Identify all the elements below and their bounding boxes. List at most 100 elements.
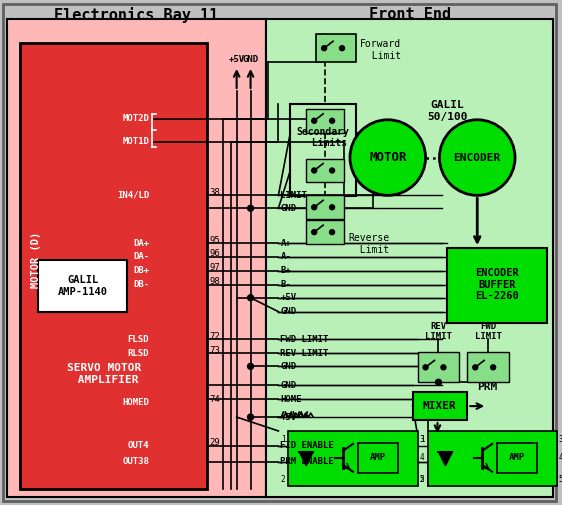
Bar — [38, 260, 127, 312]
Bar — [291, 104, 356, 196]
Circle shape — [248, 205, 253, 211]
Bar — [306, 159, 344, 182]
Text: MOTOR (D): MOTOR (D) — [31, 232, 41, 288]
Text: LIMIT: LIMIT — [280, 191, 307, 200]
Text: 1: 1 — [420, 435, 424, 444]
Circle shape — [312, 118, 316, 123]
Text: HOMED: HOMED — [123, 397, 149, 407]
Text: AMP: AMP — [509, 453, 525, 462]
Bar — [288, 431, 418, 486]
Circle shape — [312, 168, 316, 173]
Text: IN4/LD: IN4/LD — [117, 191, 149, 200]
Text: GND: GND — [280, 204, 297, 213]
Circle shape — [248, 414, 253, 420]
Text: 96: 96 — [210, 249, 220, 259]
Bar — [413, 392, 468, 420]
Text: 3: 3 — [559, 435, 562, 444]
Polygon shape — [438, 452, 452, 466]
Text: DB+: DB+ — [133, 267, 149, 275]
Bar — [418, 352, 459, 382]
Text: ENCODER: ENCODER — [454, 153, 501, 163]
Text: 29: 29 — [210, 438, 220, 447]
Text: PRM: PRM — [477, 382, 497, 392]
Bar — [497, 443, 537, 473]
Circle shape — [441, 365, 446, 370]
Text: B-: B- — [280, 280, 291, 289]
Circle shape — [473, 365, 478, 370]
Text: 4: 4 — [559, 453, 562, 462]
Circle shape — [436, 379, 442, 385]
Text: 2: 2 — [420, 475, 424, 484]
Text: 72: 72 — [210, 332, 220, 341]
Text: 2: 2 — [281, 475, 285, 484]
Bar — [266, 19, 553, 496]
Text: HOME: HOME — [280, 394, 302, 403]
Circle shape — [439, 120, 515, 195]
Bar — [20, 43, 207, 489]
Circle shape — [321, 45, 327, 50]
Text: Reverse
  Limit: Reverse Limit — [348, 233, 389, 255]
Bar — [447, 248, 547, 323]
Circle shape — [329, 118, 334, 123]
Text: ENCODER
BUFFER
EL-2260: ENCODER BUFFER EL-2260 — [475, 268, 519, 301]
Text: 5: 5 — [420, 475, 424, 484]
Circle shape — [312, 230, 316, 235]
Bar — [7, 19, 266, 496]
Text: GALIL
50/100: GALIL 50/100 — [427, 100, 468, 122]
Bar — [306, 109, 344, 133]
Text: 98: 98 — [210, 277, 220, 286]
Text: GND: GND — [280, 381, 297, 390]
Text: MOTOR: MOTOR — [369, 151, 406, 164]
Text: 95: 95 — [210, 235, 220, 244]
Circle shape — [491, 365, 496, 370]
Text: 73: 73 — [210, 346, 220, 355]
Text: GND: GND — [280, 362, 297, 371]
Text: GND: GND — [242, 55, 259, 64]
Text: DA-: DA- — [133, 252, 149, 262]
Text: AMP: AMP — [370, 453, 386, 462]
Bar — [428, 431, 557, 486]
Text: 38: 38 — [210, 188, 220, 197]
Text: MOT2D: MOT2D — [123, 114, 149, 123]
Text: DB-: DB- — [133, 280, 149, 289]
Text: PRM ENABLE: PRM ENABLE — [280, 458, 334, 466]
Text: Electronics Bay 11: Electronics Bay 11 — [54, 8, 219, 23]
Text: MOT1D: MOT1D — [123, 137, 149, 146]
Text: GND: GND — [280, 307, 297, 316]
Bar — [306, 220, 344, 244]
Text: Forward
  Limit: Forward Limit — [360, 39, 401, 61]
Text: FWD
LIMIT: FWD LIMIT — [475, 322, 502, 341]
Bar — [316, 34, 356, 62]
Text: 4: 4 — [420, 453, 424, 462]
Text: FID ENABLE: FID ENABLE — [280, 441, 334, 450]
Text: 1: 1 — [281, 435, 285, 444]
Text: +5V: +5V — [280, 413, 297, 422]
Bar — [358, 443, 398, 473]
Bar — [468, 352, 509, 382]
Circle shape — [423, 365, 428, 370]
Text: A+: A+ — [280, 238, 291, 247]
Text: SERVO MOTOR
 AMPLIFIER: SERVO MOTOR AMPLIFIER — [67, 364, 142, 385]
Text: REV
LIMIT: REV LIMIT — [425, 322, 452, 341]
Text: DA+: DA+ — [133, 238, 149, 247]
Circle shape — [339, 45, 345, 50]
Circle shape — [350, 120, 425, 195]
Polygon shape — [300, 452, 313, 466]
Bar — [306, 195, 344, 219]
Text: GALIL
AMP-1140: GALIL AMP-1140 — [57, 275, 107, 296]
Text: 3: 3 — [420, 435, 424, 444]
Text: FWD LIMIT: FWD LIMIT — [280, 335, 329, 344]
Circle shape — [312, 205, 316, 210]
Text: OUT38: OUT38 — [123, 458, 149, 466]
Circle shape — [248, 364, 253, 369]
Text: OUT4: OUT4 — [128, 441, 149, 450]
Circle shape — [329, 168, 334, 173]
Text: 5: 5 — [559, 475, 562, 484]
Text: Front End: Front End — [369, 8, 451, 22]
Circle shape — [329, 205, 334, 210]
Text: 97: 97 — [210, 264, 220, 272]
Circle shape — [329, 230, 334, 235]
Text: B+: B+ — [280, 267, 291, 275]
Circle shape — [248, 295, 253, 300]
Text: +5V: +5V — [280, 293, 297, 302]
